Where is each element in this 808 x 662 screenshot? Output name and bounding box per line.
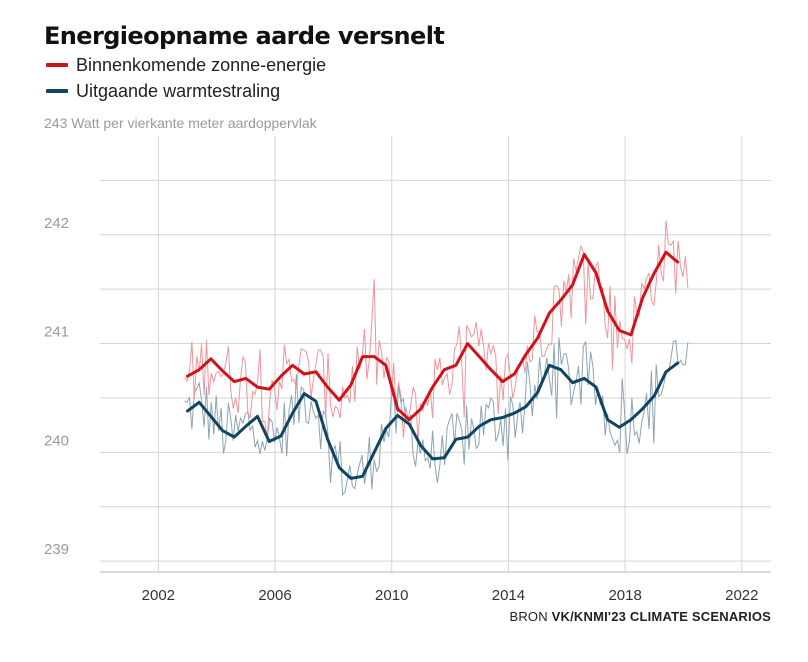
x-tick-2022: 2022 — [725, 587, 758, 604]
chart-title: Energieopname aarde versnelt — [44, 22, 445, 50]
series-line-incoming — [186, 250, 680, 422]
raw-line-incoming — [184, 220, 689, 442]
x-tick-2006: 2006 — [258, 587, 291, 604]
legend-swatch-incoming — [46, 63, 68, 67]
grid — [100, 136, 771, 572]
x-tick-2018: 2018 — [608, 587, 641, 604]
x-tick-2002: 2002 — [142, 587, 175, 604]
source-prefix: BRON — [509, 609, 548, 624]
raw-line-outgoing — [184, 337, 689, 497]
raw-monthly-lines — [184, 220, 689, 497]
x-tick-2010: 2010 — [375, 587, 408, 604]
y-tick-240: 240 — [44, 432, 69, 449]
x-tick-2014: 2014 — [492, 587, 525, 604]
legend: Binnenkomende zonne-energie Uitgaande wa… — [46, 52, 326, 104]
y-tick-241: 241 — [44, 324, 69, 341]
source-credit: BRON VK/KNMI'23 CLIMATE SCENARIOS — [509, 609, 771, 624]
axes: 239 240 241 242 243 Watt per vierkante meter… — [44, 115, 771, 604]
y-axis-unit-label: 243 Watt per vierkante meter aardoppervl… — [44, 115, 318, 131]
series-line-outgoing — [186, 361, 680, 480]
legend-item-incoming: Binnenkomende zonne-energie — [46, 52, 326, 78]
y-tick-239: 239 — [44, 541, 69, 558]
legend-label-outgoing: Uitgaande warmtestraling — [76, 80, 281, 101]
y-tick-242: 242 — [44, 215, 69, 232]
legend-item-outgoing: Uitgaande warmtestraling — [46, 78, 326, 104]
legend-swatch-outgoing — [46, 89, 68, 93]
smoothed-lines — [186, 250, 680, 480]
legend-label-incoming: Binnenkomende zonne-energie — [76, 54, 327, 75]
source-name: VK/KNMI'23 CLIMATE SCENARIOS — [551, 609, 771, 624]
